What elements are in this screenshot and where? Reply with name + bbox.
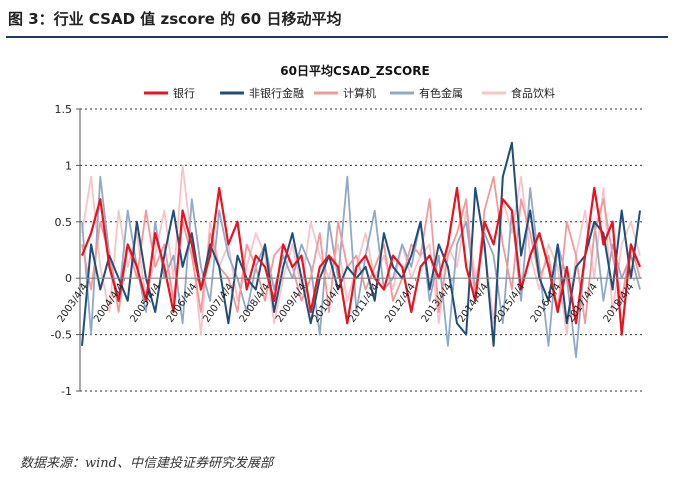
legend-label: 有色金属 <box>419 86 463 100</box>
legend-label: 计算机 <box>343 86 376 100</box>
y-tick-label: 1.5 <box>55 103 73 116</box>
legend-label: 食品饮料 <box>511 86 555 100</box>
title-divider <box>6 36 668 38</box>
y-tick-label: 0.5 <box>55 216 73 229</box>
x-tick-label: 2005/4/4 <box>128 282 163 325</box>
legend-item: 有色金属 <box>390 86 463 100</box>
series-line <box>81 141 641 347</box>
series-line <box>81 175 641 359</box>
y-tick-label: -1 <box>61 385 72 398</box>
line-chart: 60日平均CSAD_ZSCORE 银行 非银行金融 计算机 有色金属 食品饮料 -1 -0… <box>51 63 642 398</box>
chart-gridlines <box>80 108 642 392</box>
x-tick-label: 2004/4/4 <box>92 282 127 325</box>
legend-item: 计算机 <box>314 86 376 100</box>
legend-label: 非银行金融 <box>249 86 304 100</box>
series-line <box>81 164 641 336</box>
y-tick-label: 1 <box>65 159 72 172</box>
chart-legend: 银行 非银行金融 计算机 有色金属 食品饮料 <box>144 86 555 100</box>
legend-item: 银行 <box>144 86 195 100</box>
y-tick-label: 0 <box>65 272 72 285</box>
chart-title: 60日平均CSAD_ZSCORE <box>280 63 429 79</box>
y-axis: -1 -0.5 0 0.5 1 1.5 <box>51 103 81 398</box>
legend-item: 食品饮料 <box>482 86 555 100</box>
legend-label: 银行 <box>173 86 195 100</box>
y-tick-label: -0.5 <box>51 329 72 342</box>
series-line <box>80 186 642 336</box>
source-note: 数据来源：wind、中信建投证券研究发展部 <box>20 456 273 471</box>
chart-series <box>80 141 642 359</box>
legend-item: 非银行金融 <box>220 86 304 100</box>
figure-title: 图 3：行业 CSAD 值 zscore 的 60 日移动平均 <box>8 10 342 28</box>
